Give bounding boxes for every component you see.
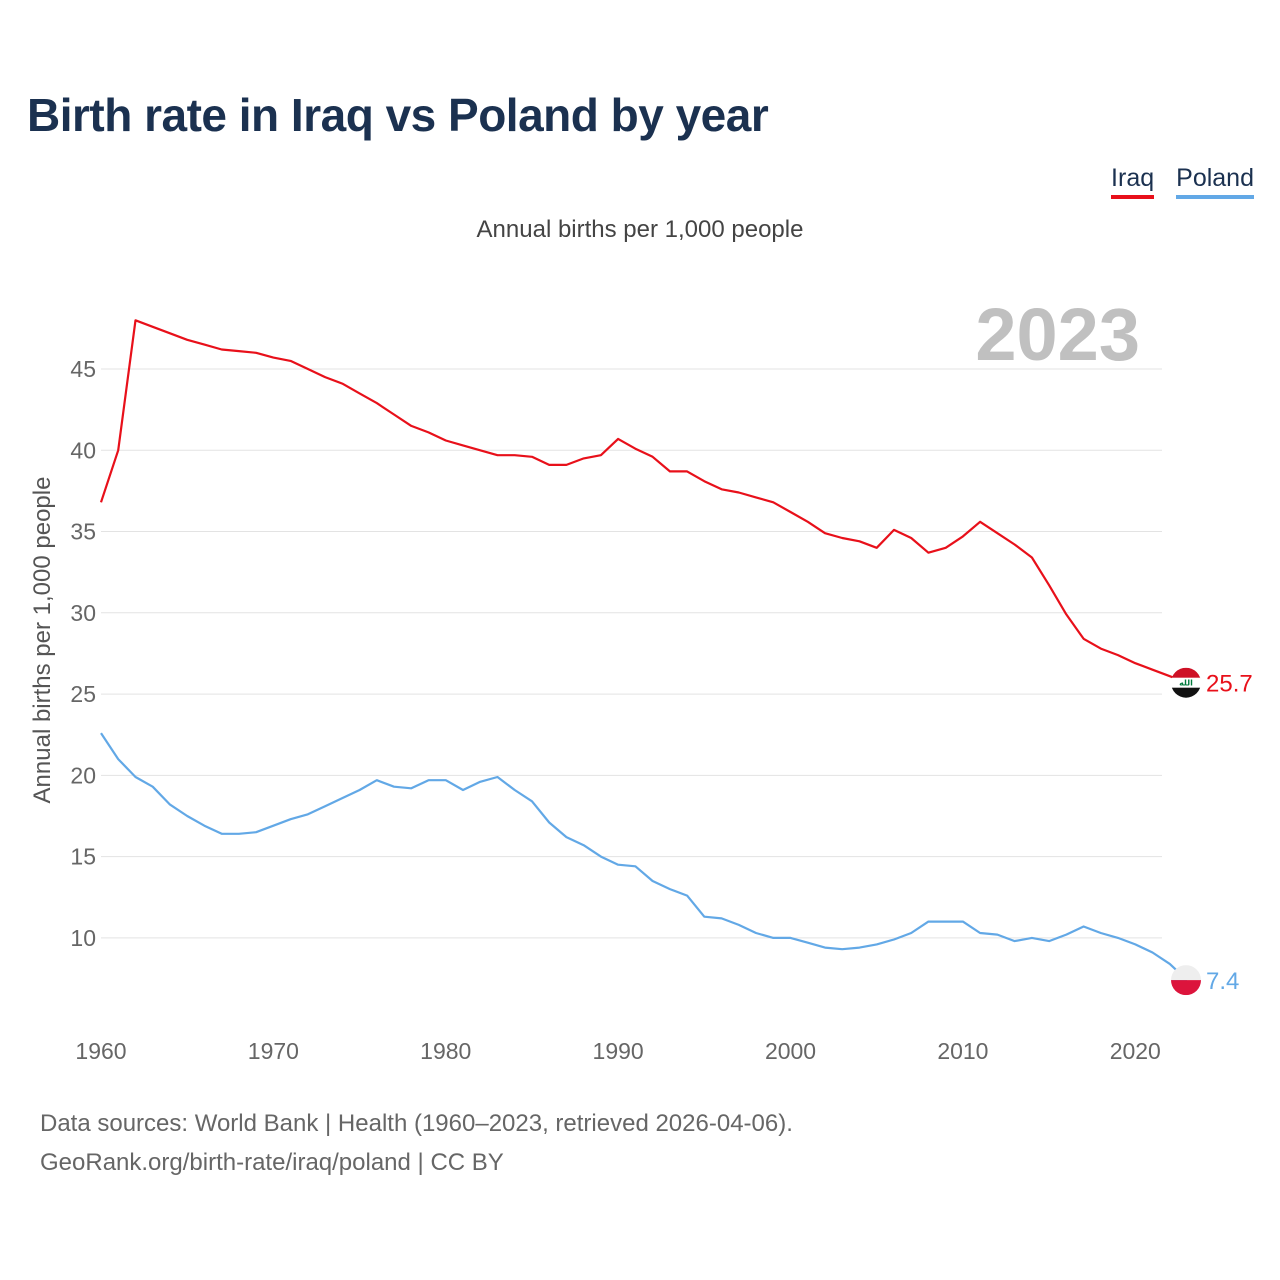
svg-text:الله: الله: [1179, 679, 1193, 688]
legend-item-iraq[interactable]: Iraq: [1111, 164, 1155, 199]
end-label-iraq: 25.7: [1206, 671, 1253, 698]
x-tick-label: 2000: [765, 1038, 816, 1064]
legend-item-poland[interactable]: Poland: [1176, 164, 1254, 199]
source-footer: Data sources: World Bank | Health (1960–…: [40, 1104, 793, 1182]
gridlines: [101, 368, 1162, 939]
x-tick-label: 1990: [593, 1038, 644, 1064]
series-lines: [99, 319, 1188, 982]
y-axis-title: Annual births per 1,000 people: [29, 477, 56, 804]
y-tick-label: 30: [70, 600, 96, 626]
poland-flag-icon: [1171, 965, 1201, 996]
footer-link[interactable]: GeoRank.org/birth-rate/iraq/poland | CC …: [40, 1149, 504, 1176]
x-tick-label: 2010: [937, 1038, 988, 1064]
end-label-poland: 7.4: [1206, 968, 1239, 995]
line-chart: 10 15 20 25 30 35 40 45 1960 1970 1980 1990 2000 201…: [29, 293, 1253, 1064]
y-tick-label: 15: [70, 844, 96, 870]
y-tick-label: 25: [70, 681, 96, 707]
year-label: 2023: [975, 293, 1140, 376]
y-tick-label: 40: [70, 437, 96, 463]
y-tick-label: 20: [70, 762, 96, 788]
series-end-markers: الله 25.7 7.4: [1171, 667, 1253, 996]
series-line-poland[interactable]: [100, 732, 1188, 981]
y-tick-label: 45: [70, 356, 96, 382]
chart-title: Birth rate in Iraq vs Poland by year: [27, 89, 769, 141]
iraq-flag-icon: الله: [1171, 667, 1201, 698]
footer-source: Data sources: World Bank | Health (1960–…: [40, 1110, 793, 1137]
chart-subtitle: Annual births per 1,000 people: [476, 216, 804, 243]
legend: Iraq Poland: [1111, 164, 1254, 199]
x-axis-ticks: 1960 1970 1980 1990 2000 2010 2020: [75, 1038, 1160, 1064]
x-tick-label: 1980: [420, 1038, 471, 1064]
y-axis-ticks: 10 15 20 25 30 35 40 45: [70, 356, 96, 951]
y-tick-label: 35: [70, 519, 96, 545]
y-tick-label: 10: [70, 925, 96, 951]
x-tick-label: 1970: [248, 1038, 299, 1064]
series-line-iraq[interactable]: [99, 319, 1188, 684]
x-tick-label: 2020: [1110, 1038, 1161, 1064]
x-tick-label: 1960: [75, 1038, 126, 1064]
